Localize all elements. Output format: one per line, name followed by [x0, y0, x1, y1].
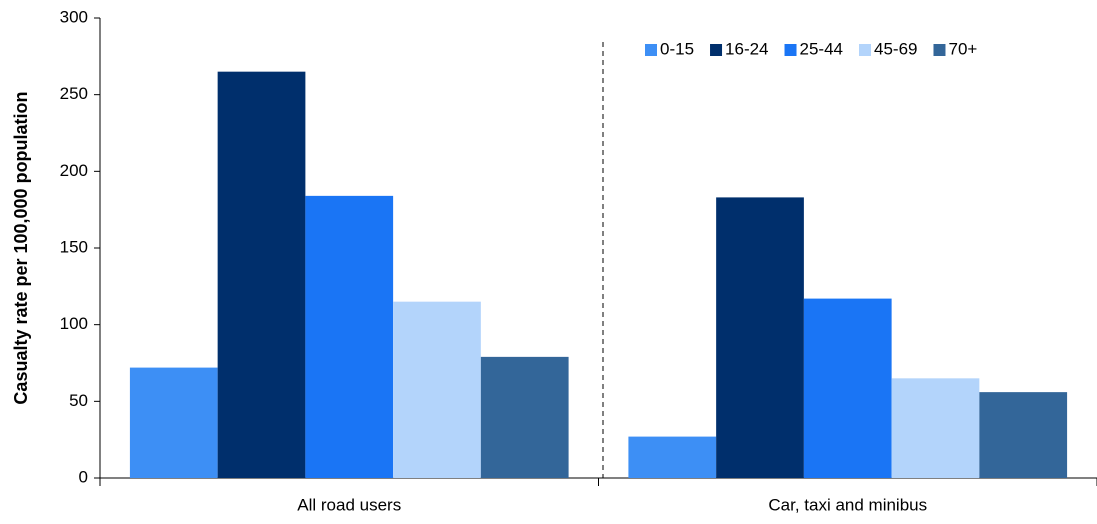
legend-label: 45-69: [874, 39, 917, 58]
bar: [217, 71, 306, 479]
y-tick-label: 300: [60, 7, 88, 26]
legend-label: 25-44: [800, 39, 843, 58]
y-tick-label: 50: [69, 391, 88, 410]
bar: [891, 378, 980, 478]
x-tick-label: All road users: [297, 495, 401, 514]
bar: [979, 392, 1068, 478]
legend-swatch: [645, 44, 657, 56]
legend-swatch: [859, 44, 871, 56]
legend-swatch: [784, 44, 797, 56]
y-tick-label: 250: [60, 84, 88, 103]
legend-label: 70+: [948, 39, 977, 58]
bar: [803, 298, 892, 478]
y-tick-label: 200: [60, 161, 88, 180]
legend-swatch: [710, 44, 723, 56]
x-tick-label: Car, taxi and minibus: [768, 495, 927, 514]
y-tick-label: 0: [79, 467, 88, 486]
bar: [129, 367, 218, 478]
legend-label: 0-15: [660, 39, 694, 58]
legend-swatch: [933, 44, 946, 56]
bar: [716, 197, 804, 478]
y-tick-label: 100: [60, 314, 88, 333]
legend-label: 16-24: [725, 39, 768, 58]
bar: [480, 356, 569, 478]
y-axis-label: Casualty rate per 100,000 population: [11, 91, 31, 404]
y-tick-label: 150: [60, 237, 88, 256]
bar: [305, 195, 394, 478]
bar: [628, 436, 717, 478]
bar: [393, 301, 481, 478]
